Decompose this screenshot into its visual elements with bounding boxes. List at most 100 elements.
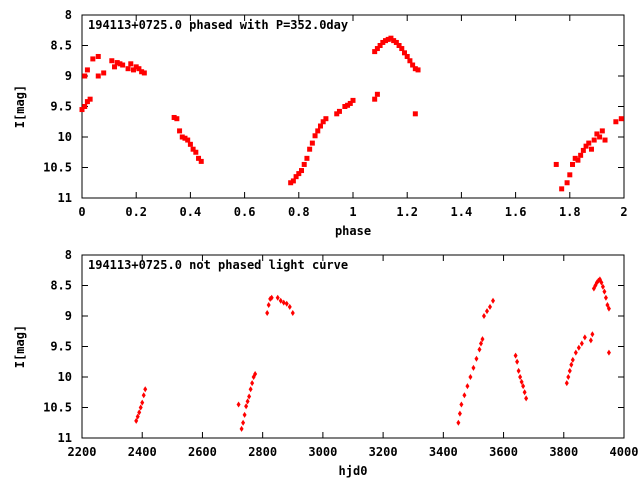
x-tick-label: 0 [78, 205, 85, 219]
y-axis-label: I[mag] [13, 85, 27, 128]
data-point [484, 308, 489, 315]
data-point [245, 398, 250, 405]
data-point [269, 294, 274, 301]
x-tick-label: 0.6 [234, 205, 256, 219]
data-point [383, 38, 389, 44]
unphased-light-curve-panel: 194113+0725.0 not phased light curve 2200… [13, 248, 638, 478]
data-point [570, 356, 575, 363]
data-point [182, 135, 188, 141]
data-point [572, 155, 578, 161]
data-point [141, 70, 147, 76]
data-point [518, 374, 523, 380]
data-point [101, 70, 107, 76]
data-point [515, 358, 520, 365]
x-tick-label: 3400 [429, 445, 458, 459]
data-point [459, 401, 464, 408]
data-point [385, 36, 391, 42]
data-point [407, 58, 413, 64]
data-point [196, 155, 202, 161]
data-point [317, 123, 323, 129]
y-axis-label: I[mag] [13, 325, 27, 368]
data-point [239, 425, 244, 432]
data-point [278, 297, 283, 304]
x-tick-label: 2800 [248, 445, 277, 459]
data-point [281, 299, 286, 306]
data-point [590, 331, 595, 338]
data-point [250, 380, 255, 387]
x-tick-label: 3600 [489, 445, 518, 459]
data-point [457, 410, 462, 417]
data-point [287, 303, 292, 310]
data-point [120, 62, 126, 68]
y-tick-label: 8 [65, 248, 72, 262]
y-tick-label: 8.5 [50, 279, 72, 293]
plot-frame [81, 254, 625, 439]
y-tick-label: 8.5 [50, 39, 72, 53]
data-point [524, 395, 529, 402]
x-tick-label: 1.4 [451, 205, 473, 219]
x-axis-label: hjd0 [339, 464, 368, 478]
data-point [462, 392, 467, 399]
data-point [112, 64, 118, 70]
data-point [133, 64, 139, 70]
data-point [388, 35, 394, 41]
data-point [198, 158, 204, 164]
data-point [569, 361, 574, 368]
data-point [404, 53, 410, 59]
data-point [474, 355, 479, 362]
data-point [82, 104, 88, 109]
data-point [567, 367, 572, 374]
data-point [618, 116, 624, 122]
data-point [477, 346, 482, 353]
data-point [301, 161, 307, 167]
data-point [140, 399, 145, 406]
x-tick-label: 1.2 [396, 205, 418, 219]
data-point [488, 303, 493, 310]
x-tick-label: 2600 [188, 445, 217, 459]
data-point [135, 413, 140, 420]
data-point [566, 374, 571, 380]
x-tick-label: 1 [349, 205, 356, 219]
x-tick-label: 4000 [610, 445, 639, 459]
data-point [134, 417, 139, 424]
x-tick-label: 2200 [68, 445, 97, 459]
data-point [265, 309, 270, 316]
data-point [582, 334, 587, 341]
y-tick-label: 11 [58, 191, 72, 205]
data-point [128, 61, 134, 67]
x-tick-label: 0.2 [125, 205, 147, 219]
data-point [171, 114, 177, 120]
y-tick-label: 9 [65, 69, 72, 83]
data-point [345, 102, 351, 108]
data-point [139, 69, 145, 75]
x-tick-label: 2 [620, 205, 627, 219]
data-point [522, 389, 527, 396]
data-point [248, 386, 253, 393]
data-point [583, 143, 589, 149]
x-tick-label: 1.8 [559, 205, 581, 219]
data-point [95, 53, 101, 59]
data-point [393, 39, 399, 45]
data-point [564, 380, 569, 387]
data-point [284, 300, 289, 307]
data-point [599, 128, 605, 134]
data-point [293, 174, 299, 180]
x-tick-label: 3200 [369, 445, 398, 459]
data-point [513, 352, 518, 359]
data-point [606, 305, 611, 312]
data-point [288, 180, 294, 186]
data-point [374, 46, 380, 52]
data-point [480, 336, 485, 343]
y-tick-label: 10.5 [43, 401, 72, 415]
data-point [90, 56, 96, 62]
data-point [559, 186, 565, 192]
data-point [179, 134, 185, 140]
data-point [342, 104, 348, 109]
data-point [290, 309, 295, 316]
data-point [266, 302, 271, 309]
data-point [456, 419, 461, 426]
data-point [603, 294, 608, 301]
y-tick-label: 9 [65, 309, 72, 323]
data-point [521, 383, 526, 390]
data-point [575, 157, 581, 163]
